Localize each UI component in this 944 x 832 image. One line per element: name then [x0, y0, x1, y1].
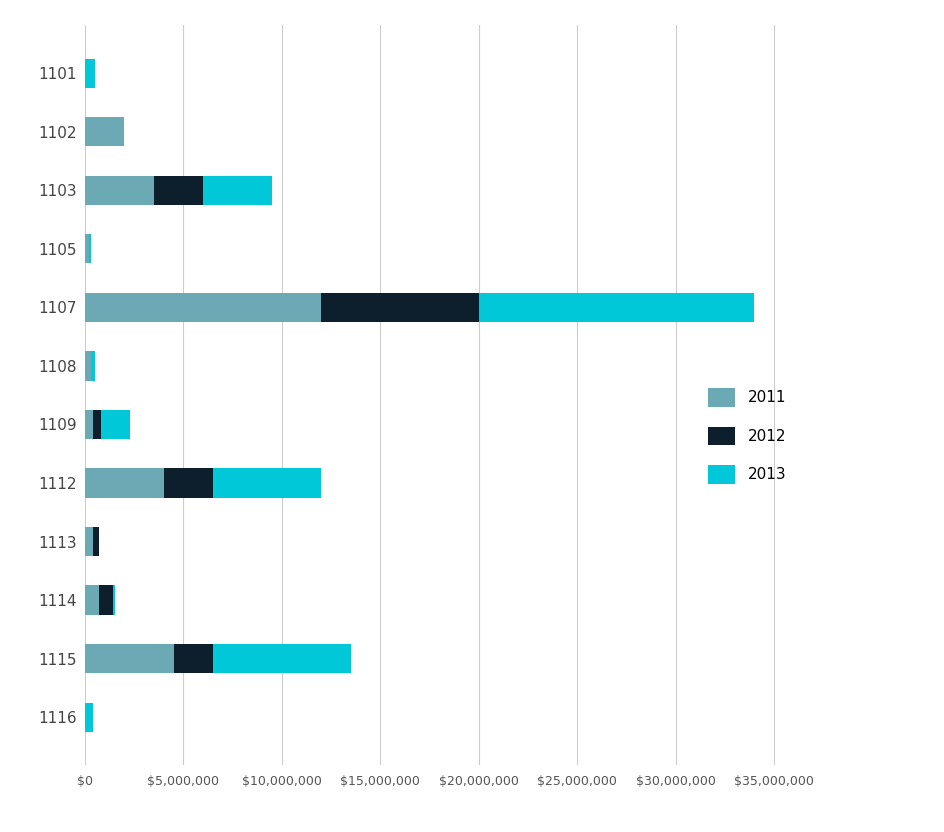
- Bar: [163, 468, 212, 498]
- Bar: [89, 235, 91, 264]
- Bar: [93, 527, 99, 556]
- Bar: [203, 176, 272, 205]
- Bar: [212, 644, 350, 673]
- Bar: [101, 410, 130, 439]
- Bar: [85, 410, 93, 439]
- Bar: [112, 586, 114, 615]
- Legend: 2011, 2012, 2013: 2011, 2012, 2013: [707, 388, 785, 483]
- Bar: [99, 586, 112, 615]
- Bar: [91, 351, 94, 380]
- Bar: [174, 644, 212, 673]
- Bar: [93, 410, 101, 439]
- Bar: [479, 293, 753, 322]
- Bar: [85, 235, 89, 264]
- Bar: [212, 468, 321, 498]
- Bar: [85, 702, 93, 732]
- Bar: [85, 58, 94, 88]
- Bar: [85, 351, 91, 380]
- Bar: [85, 293, 321, 322]
- Bar: [321, 293, 479, 322]
- Bar: [85, 527, 93, 556]
- Bar: [85, 644, 174, 673]
- Bar: [85, 176, 154, 205]
- Bar: [85, 468, 163, 498]
- Bar: [85, 586, 99, 615]
- Bar: [85, 117, 125, 146]
- Bar: [154, 176, 203, 205]
